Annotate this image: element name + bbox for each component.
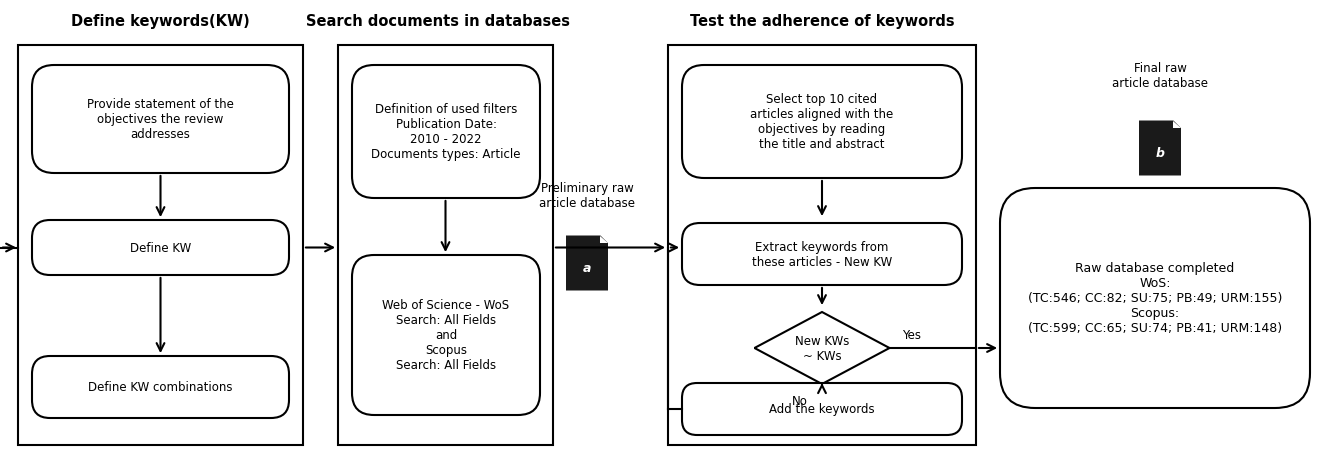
FancyBboxPatch shape — [352, 66, 541, 199]
FancyBboxPatch shape — [682, 66, 962, 179]
FancyBboxPatch shape — [352, 256, 541, 415]
Text: Define KW: Define KW — [130, 242, 191, 255]
Bar — [19, 46, 303, 445]
Text: Final raw
article database: Final raw article database — [1112, 62, 1208, 90]
Text: Web of Science - WoS
Search: All Fields
and
Scopus
Search: All Fields: Web of Science - WoS Search: All Fields … — [383, 299, 510, 372]
FancyBboxPatch shape — [682, 383, 962, 435]
Text: Yes: Yes — [902, 329, 921, 342]
Text: a: a — [583, 261, 591, 274]
Text: Select top 10 cited
articles aligned with the
objectives by reading
the title an: Select top 10 cited articles aligned wit… — [750, 94, 893, 151]
Polygon shape — [1140, 121, 1181, 176]
Text: Definition of used filters
Publication Date:
2010 - 2022
Documents types: Articl: Definition of used filters Publication D… — [371, 103, 521, 161]
Text: Add the keywords: Add the keywords — [770, 403, 874, 416]
Bar — [668, 46, 977, 445]
Polygon shape — [1174, 121, 1181, 129]
FancyBboxPatch shape — [682, 224, 962, 285]
Text: Search documents in databases: Search documents in databases — [306, 14, 570, 30]
Polygon shape — [600, 236, 608, 244]
FancyBboxPatch shape — [32, 66, 289, 174]
Polygon shape — [754, 313, 889, 384]
FancyBboxPatch shape — [32, 356, 289, 418]
Bar — [338, 46, 553, 445]
Text: Provide statement of the
objectives the review
addresses: Provide statement of the objectives the … — [87, 98, 235, 141]
Text: Extract keywords from
these articles - New KW: Extract keywords from these articles - N… — [751, 240, 892, 269]
Text: Preliminary raw
article database: Preliminary raw article database — [539, 181, 635, 210]
Text: Define KW combinations: Define KW combinations — [89, 381, 233, 394]
Text: No: No — [792, 394, 808, 407]
FancyBboxPatch shape — [32, 220, 289, 275]
Text: b: b — [1155, 147, 1165, 160]
Text: Test the adherence of keywords: Test the adherence of keywords — [690, 14, 954, 30]
Text: Raw database completed
WoS:
(TC:546; CC:82; SU:75; PB:49; URM:155)
Scopus:
(TC:5: Raw database completed WoS: (TC:546; CC:… — [1028, 262, 1283, 335]
Text: Define keywords(KW): Define keywords(KW) — [70, 14, 249, 30]
FancyBboxPatch shape — [1000, 188, 1310, 408]
Polygon shape — [566, 236, 608, 291]
Text: New KWs
~ KWs: New KWs ~ KWs — [795, 334, 849, 362]
